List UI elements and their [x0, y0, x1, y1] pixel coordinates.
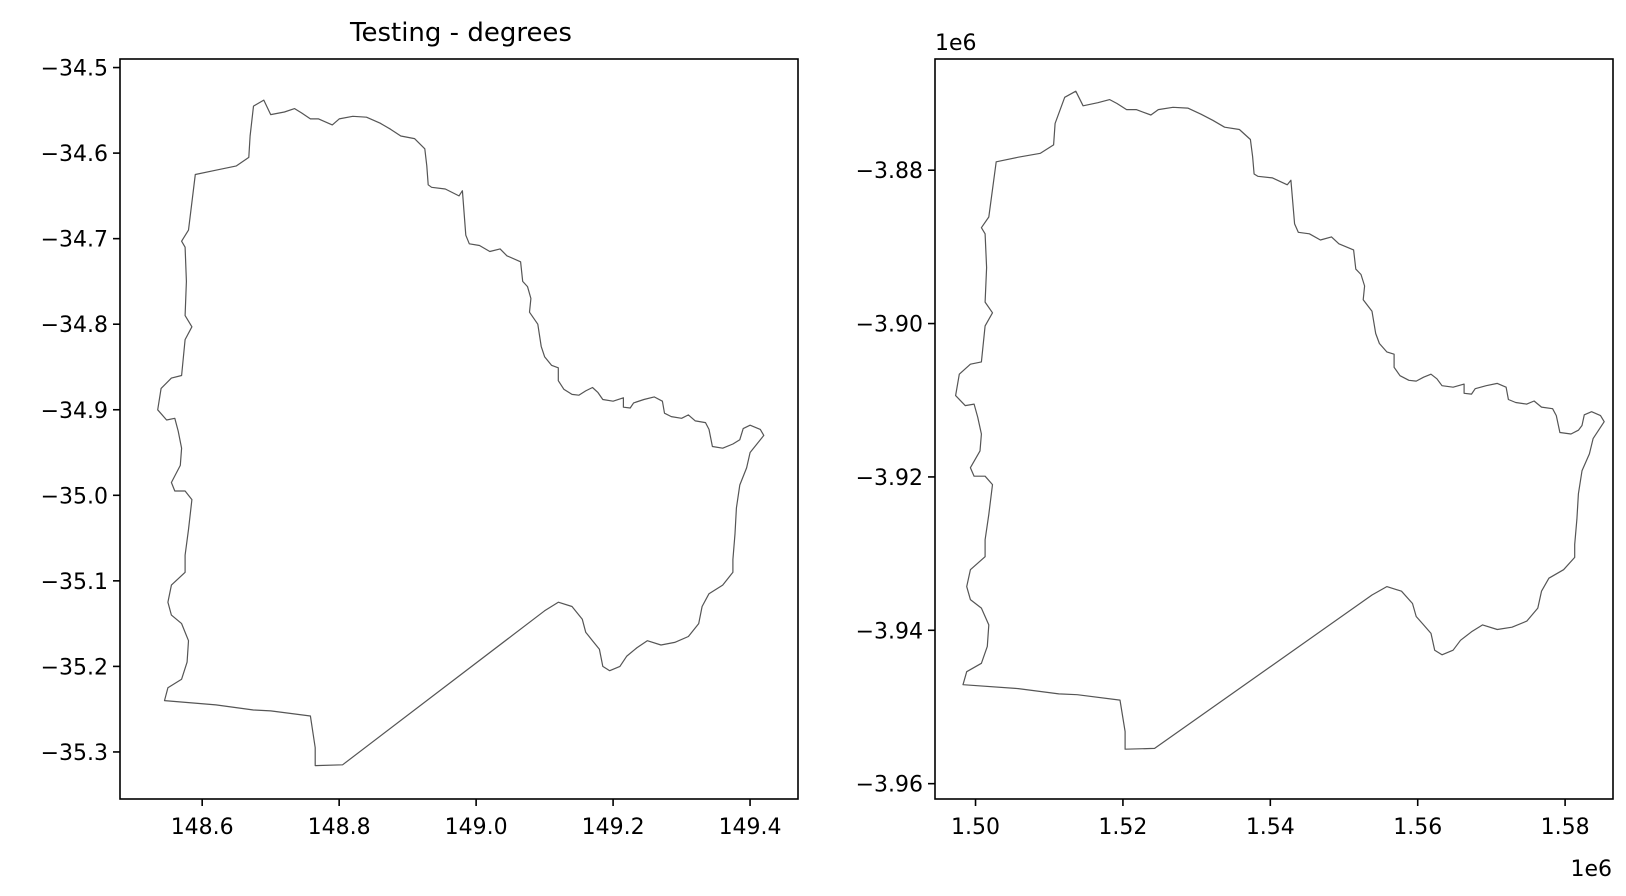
left-y-tick-label: −35.1	[41, 570, 108, 595]
right-y-tick-label: −3.94	[856, 619, 923, 644]
right-map-frame	[934, 58, 1614, 800]
left-map-title: Testing - degrees	[349, 18, 572, 48]
left-x-tick-label: 149.2	[582, 815, 645, 840]
right-map-panel: 1e6 1e6 1.50 1.52 1.54 1.56 1.58 −3.88 −3.90 −3…	[856, 31, 1614, 882]
left-y-tick-label: −34.5	[41, 57, 108, 82]
left-y-tick-label: −35.3	[41, 741, 108, 766]
left-x-tick-label: 149.4	[719, 815, 782, 840]
right-y-tick-label: −3.96	[856, 773, 923, 798]
left-x-tick-label: 148.8	[308, 815, 371, 840]
left-y-tick-label: −34.6	[41, 142, 108, 167]
left-y-tick-label: −35.0	[41, 484, 108, 509]
left-y-tick-label: −34.9	[41, 399, 108, 424]
right-y-tick-label: −3.92	[856, 466, 923, 491]
right-map-x-offset-label: 1e6	[1570, 857, 1612, 882]
right-y-tick-label: −3.88	[856, 159, 923, 184]
left-map-boundary-outline	[157, 99, 765, 767]
right-x-tick-label: 1.54	[1246, 815, 1295, 840]
right-map-y-offset-label: 1e6	[935, 31, 977, 56]
left-y-tick-label: −34.7	[41, 228, 108, 253]
right-x-tick-label: 1.58	[1541, 815, 1590, 840]
left-map-panel: Testing - degrees 148.6 148.8 149.0 149.2 14…	[41, 18, 799, 840]
right-map-boundary-outline	[955, 90, 1605, 750]
right-y-tick-label: −3.90	[856, 313, 923, 338]
left-y-tick-label: −34.8	[41, 313, 108, 338]
right-x-tick-label: 1.56	[1393, 815, 1442, 840]
left-x-tick-label: 148.6	[171, 815, 234, 840]
left-map-frame	[119, 58, 799, 800]
right-x-tick-label: 1.52	[1098, 815, 1147, 840]
left-x-tick-label: 149.0	[445, 815, 508, 840]
right-x-tick-label: 1.50	[951, 815, 1000, 840]
left-y-tick-label: −35.2	[41, 655, 108, 680]
